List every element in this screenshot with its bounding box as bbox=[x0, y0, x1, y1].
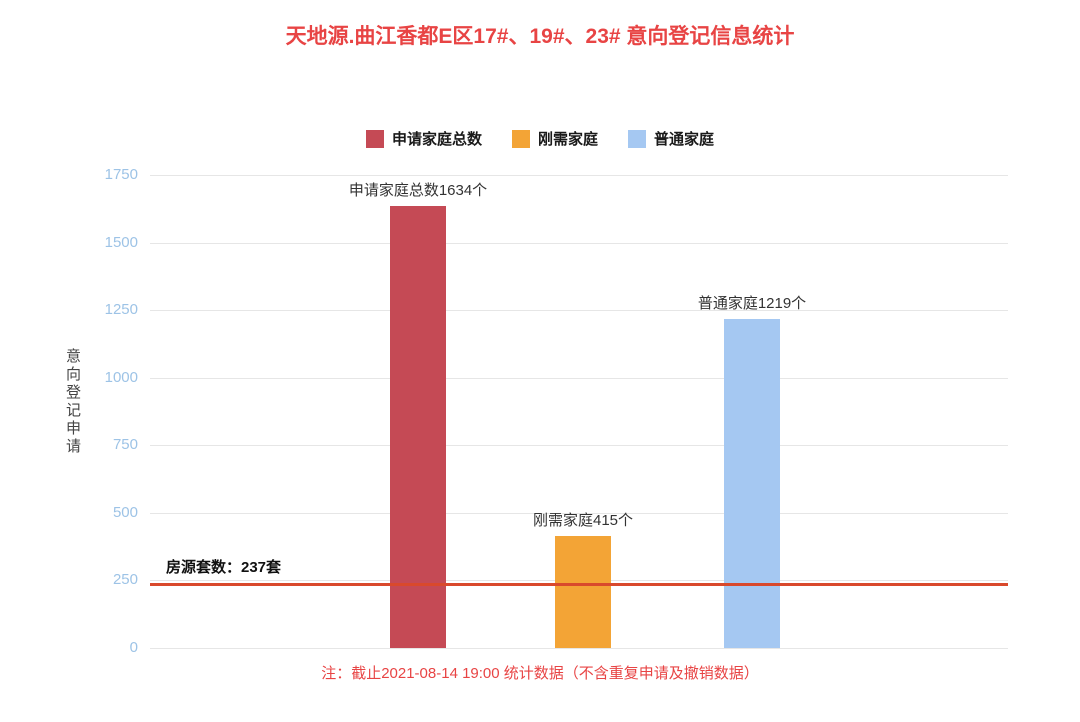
legend: 申请家庭总数 刚需家庭 普通家庭 bbox=[0, 128, 1080, 149]
y-tick-label: 1250 bbox=[104, 301, 138, 319]
bar-刚需家庭 bbox=[555, 535, 611, 648]
legend-swatch-ordinary bbox=[628, 129, 646, 148]
legend-label-total-applicants: 申请家庭总数 bbox=[391, 131, 482, 148]
y-tick-label: 0 bbox=[129, 639, 138, 656]
bar-value-label: 申请家庭总数1634个 bbox=[348, 182, 488, 200]
y-tick-label: 750 bbox=[112, 436, 138, 454]
reference-line-label: 房源套数：237套 bbox=[166, 558, 282, 576]
y-tick-label: 250 bbox=[112, 571, 138, 589]
y-tick-label: 1750 bbox=[104, 166, 138, 183]
gridline bbox=[150, 242, 1008, 244]
bar-普通家庭 bbox=[724, 318, 780, 648]
legend-item-total-applicants: 申请家庭总数 bbox=[365, 128, 482, 149]
legend-swatch-total-applicants bbox=[365, 129, 384, 148]
gridline bbox=[150, 377, 1008, 379]
gridline bbox=[150, 175, 1008, 176]
chart-area: 0 250 500 750 1000 1250 1500 1750 申请家庭总数1634个刚需家… bbox=[105, 166, 1008, 656]
y-axis-title: 意向登记申请 bbox=[64, 348, 81, 456]
bar-value-label: 普通家庭1219个 bbox=[697, 294, 807, 312]
bar-申请家庭总数 bbox=[390, 206, 446, 648]
legend-item-rigid-demand: 刚需家庭 bbox=[511, 128, 598, 149]
legend-label-rigid-demand: 刚需家庭 bbox=[537, 131, 598, 148]
gridline bbox=[150, 648, 1008, 649]
gridline bbox=[150, 512, 1008, 514]
legend-item-ordinary: 普通家庭 bbox=[628, 128, 714, 149]
reference-line bbox=[150, 582, 1008, 586]
page-title: 天地源.曲江香都E区17#、19#、23# 意向登记信息统计 bbox=[285, 25, 795, 48]
footnote: 注：截止2021-08-14 19:00 统计数据（不含重复申请及撤销数据） bbox=[321, 665, 759, 682]
y-tick-label: 500 bbox=[112, 503, 138, 521]
gridline bbox=[150, 445, 1008, 447]
y-tick-label: 1000 bbox=[104, 368, 138, 386]
y-tick-label: 1500 bbox=[104, 233, 138, 251]
bar-value-label: 刚需家庭415个 bbox=[532, 511, 634, 529]
gridline bbox=[150, 310, 1008, 312]
legend-label-ordinary: 普通家庭 bbox=[654, 131, 715, 148]
legend-swatch-rigid-demand bbox=[511, 129, 530, 148]
